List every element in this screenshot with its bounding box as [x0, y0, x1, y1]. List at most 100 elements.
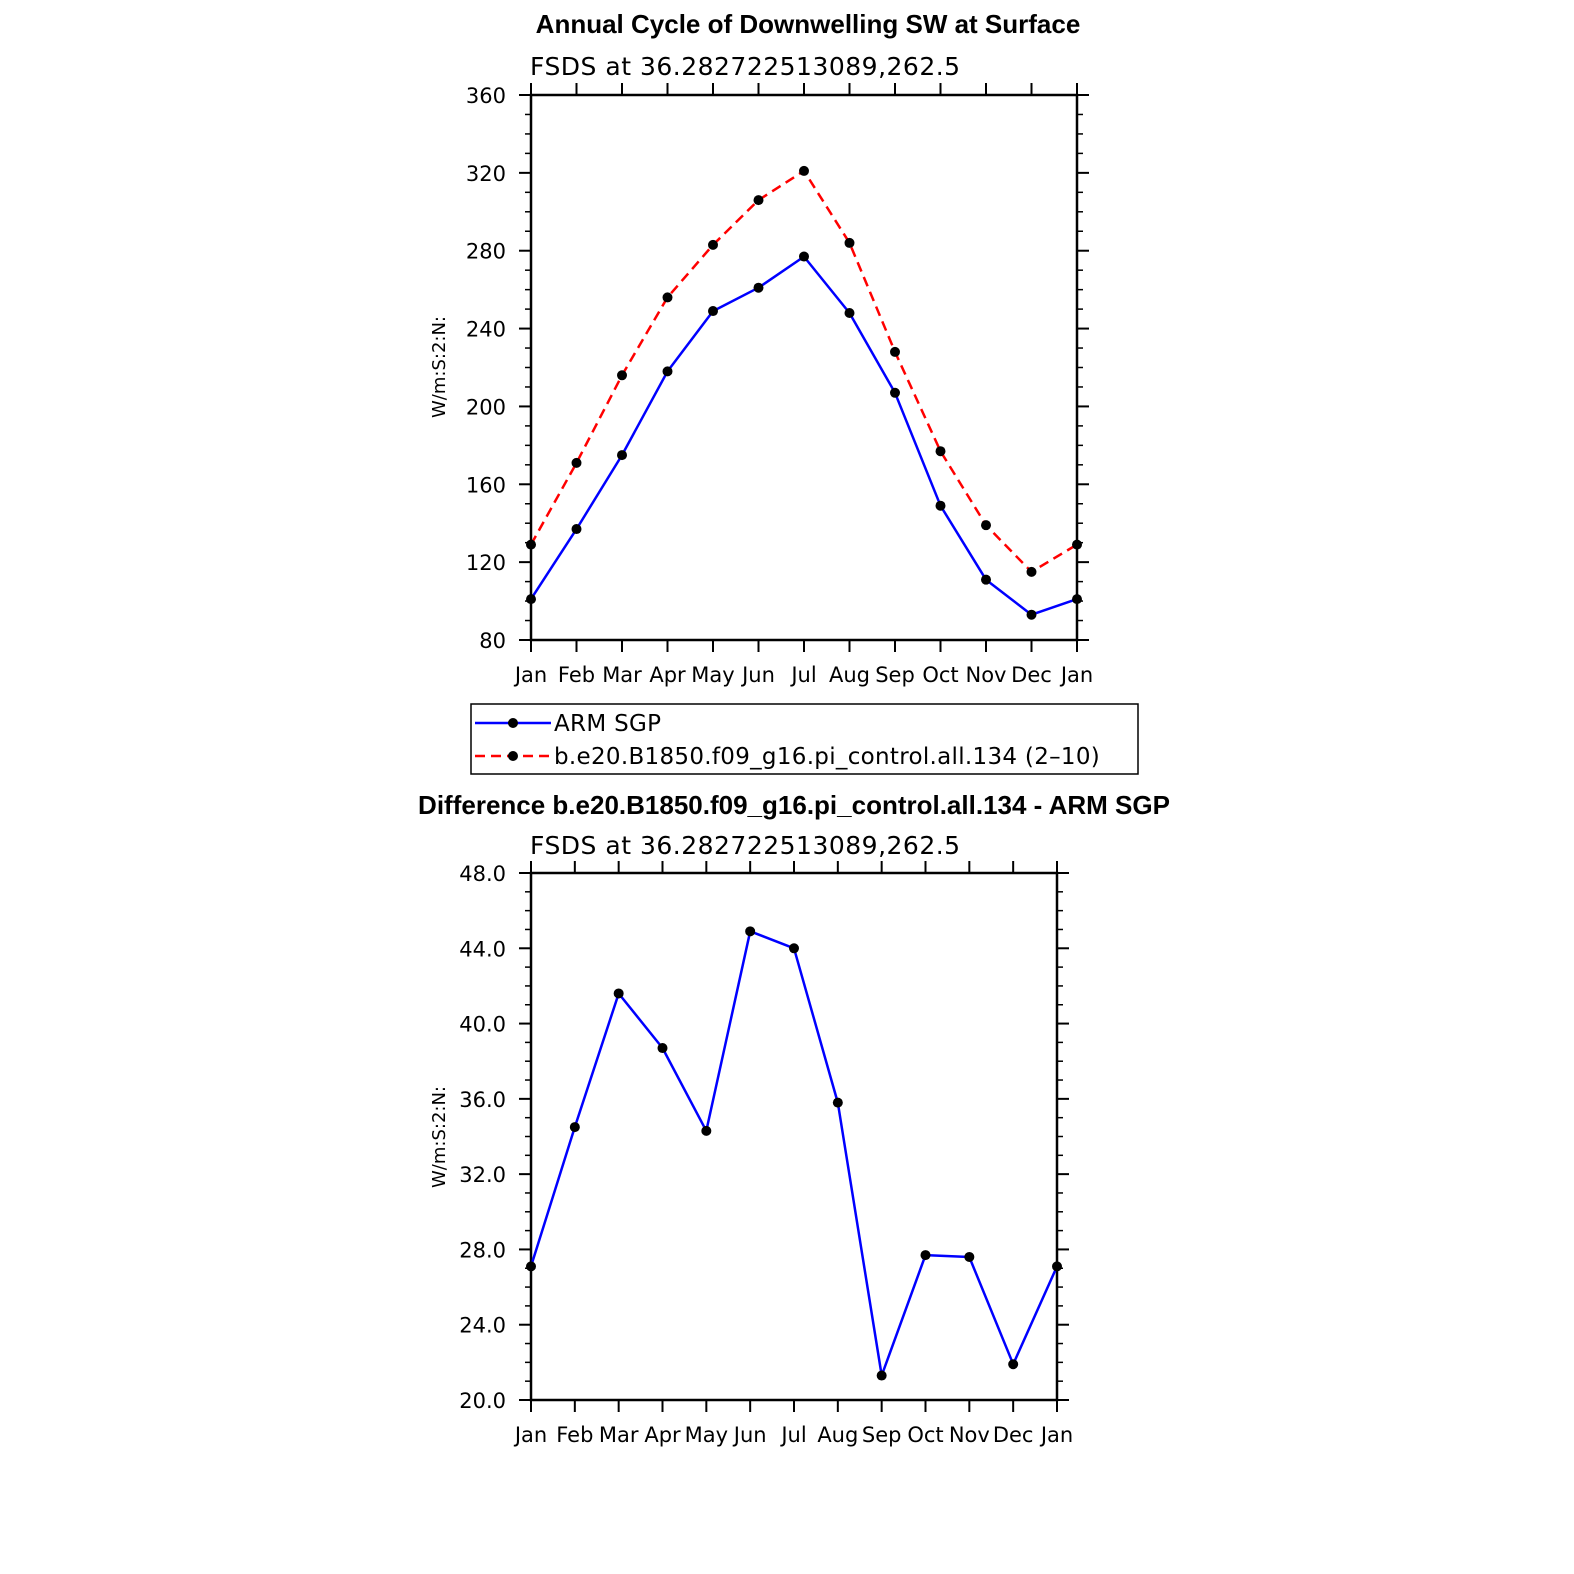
y-tick-label: 200 — [466, 395, 506, 419]
x-tick-label: May — [685, 1423, 728, 1447]
x-tick-label: Jan — [513, 663, 547, 687]
x-tick-label: Nov — [966, 663, 1007, 687]
x-tick-label: Jun — [740, 663, 775, 687]
data-point — [1026, 609, 1037, 620]
difference-panel: Difference b.e20.B1850.f09_g16.pi_contro… — [418, 790, 1170, 1447]
y-tick-label: 28.0 — [459, 1238, 506, 1262]
annual-cycle-panel: Annual Cycle of Downwelling SW at Surfac… — [429, 9, 1093, 687]
y-tick-label: 48.0 — [459, 862, 506, 886]
x-tick-label: Jan — [513, 1423, 547, 1447]
data-point — [981, 520, 991, 531]
data-point — [981, 574, 991, 585]
x-tick-label: Jul — [789, 663, 816, 687]
series-line-1 — [529, 169, 1078, 574]
data-point — [799, 251, 809, 262]
data-point — [1072, 539, 1082, 550]
x-tick-label: Aug — [829, 663, 870, 687]
series-layer — [526, 926, 1062, 1381]
y-tick-label: 240 — [466, 318, 506, 342]
x-tick-label: Feb — [558, 663, 595, 687]
y-tick-label: 40.0 — [459, 1013, 506, 1037]
legend-label-arm-sgp: ARM SGP — [554, 711, 661, 737]
data-point — [569, 1122, 580, 1133]
legend-entry-arm-sgp: ARM SGP — [475, 711, 661, 737]
chart-subtitle: FSDS at 36.282722513089,262.5 — [530, 831, 961, 860]
data-point — [571, 524, 582, 535]
y-tick-label: 160 — [466, 473, 506, 497]
x-tick-label: Aug — [817, 1423, 858, 1447]
x-tick-label: Apr — [644, 1423, 681, 1447]
x-tick-label: Jan — [1039, 1423, 1073, 1447]
legend-marker-model — [508, 751, 518, 761]
data-point — [832, 1097, 843, 1108]
y-tick-label: 24.0 — [459, 1314, 506, 1338]
data-point — [526, 594, 536, 605]
data-point — [662, 366, 673, 377]
x-tick-label: May — [691, 663, 734, 687]
data-point — [617, 450, 627, 461]
data-point — [935, 500, 946, 511]
data-point — [1072, 594, 1082, 605]
x-tick-label: Mar — [599, 1423, 639, 1447]
data-point — [789, 943, 799, 954]
data-point — [1008, 1359, 1019, 1370]
data-point — [1052, 1261, 1062, 1272]
x-tick-label: Feb — [556, 1423, 593, 1447]
data-point — [526, 539, 536, 550]
data-point — [890, 346, 900, 357]
y-tick-label: 44.0 — [459, 937, 506, 961]
data-point — [844, 237, 855, 248]
legend-marker-arm-sgp — [508, 718, 518, 728]
y-axis-label: W/m:S:2:N: — [429, 1086, 450, 1188]
data-point — [701, 1125, 712, 1136]
x-tick-label: Jul — [779, 1423, 806, 1447]
x-tick-label: Sep — [875, 663, 915, 687]
data-point — [890, 387, 900, 398]
data-point — [571, 457, 582, 468]
plot-frame — [529, 93, 1079, 642]
series-line-0 — [529, 255, 1078, 616]
y-tick-label: 280 — [466, 240, 506, 264]
x-tick-label: Nov — [949, 1423, 990, 1447]
chart-title: Difference b.e20.B1850.f09_g16.pi_contro… — [418, 790, 1170, 820]
y-tick-label: 20.0 — [459, 1389, 506, 1413]
chart-title: Annual Cycle of Downwelling SW at Surfac… — [536, 9, 1081, 39]
y-tick-label: 120 — [466, 551, 506, 575]
x-tick-label: Dec — [993, 1423, 1034, 1447]
data-point — [935, 446, 946, 457]
chart-subtitle: FSDS at 36.282722513089,262.5 — [530, 52, 961, 81]
x-tick-label: Dec — [1011, 663, 1052, 687]
series-line-0 — [529, 930, 1059, 1377]
series-layer — [526, 165, 1082, 620]
data-point — [844, 308, 855, 318]
data-point — [708, 306, 718, 317]
x-tick-label: Mar — [602, 663, 642, 687]
y-tick-label: 360 — [466, 84, 506, 108]
legend: ARM SGP b.e20.B1850.f09_g16.pi_control.a… — [470, 703, 1139, 775]
y-axis-label: W/m:S:2:N: — [429, 316, 450, 418]
y-tick-label: 36.0 — [459, 1088, 506, 1112]
x-tick-label: Apr — [649, 663, 686, 687]
data-point — [964, 1251, 975, 1262]
data-point — [657, 1043, 668, 1054]
y-tick-label: 80 — [479, 629, 506, 653]
x-tick-label: Oct — [922, 663, 958, 687]
y-tick-label: 32.0 — [459, 1163, 506, 1187]
x-tick-label: Oct — [907, 1423, 943, 1447]
data-point — [876, 1370, 887, 1381]
data-point — [920, 1250, 931, 1261]
data-point — [753, 282, 764, 293]
data-point — [617, 370, 627, 381]
data-point — [753, 195, 764, 206]
data-point — [799, 165, 809, 176]
data-point — [526, 1261, 536, 1272]
x-tick-label: Sep — [862, 1423, 902, 1447]
data-point — [1026, 566, 1037, 577]
y-tick-label: 320 — [466, 162, 506, 186]
data-point — [662, 292, 673, 303]
legend-box — [470, 703, 1139, 775]
legend-entry-model: b.e20.B1850.f09_g16.pi_control.all.134 (… — [475, 744, 1100, 770]
